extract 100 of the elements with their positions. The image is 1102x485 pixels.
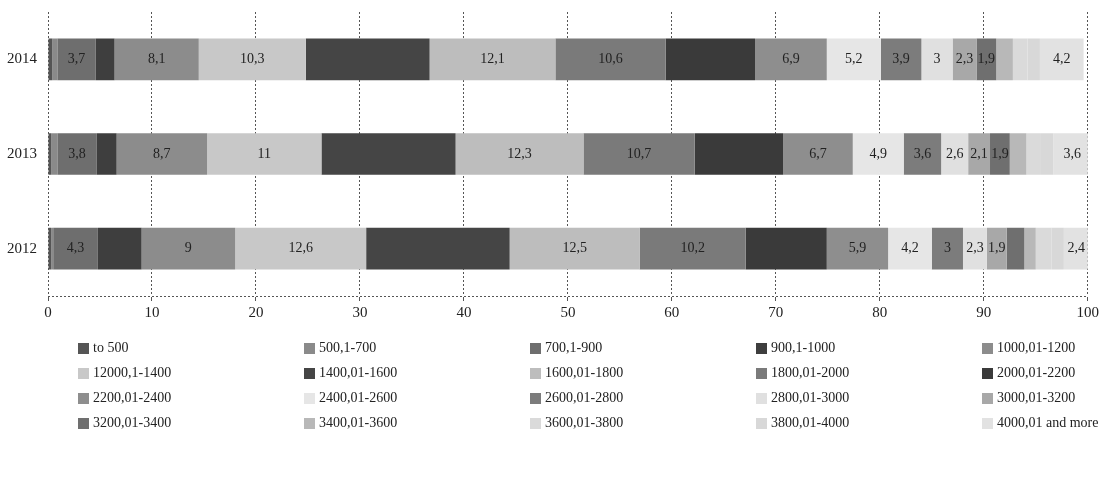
data-label: 3 <box>943 240 951 256</box>
data-label: 9 <box>184 240 192 256</box>
data-label: 12,3 <box>507 145 532 161</box>
data-label: 10,6 <box>598 51 623 67</box>
legend-label: 2400,01-2600 <box>319 390 398 406</box>
data-label: 2,3 <box>966 240 984 256</box>
data-label: 4,9 <box>869 145 887 161</box>
data-label: 1,9 <box>977 51 996 67</box>
data-label: 3,7 <box>67 51 86 67</box>
legend-label: 3400,01-3600 <box>319 415 398 431</box>
bar <box>996 38 1013 81</box>
data-label: 3 <box>933 51 941 67</box>
bar <box>962 227 987 270</box>
bar <box>880 38 922 81</box>
data-label: 10,2 <box>680 240 705 256</box>
legend-label: 700,1-900 <box>545 340 603 356</box>
bar <box>198 38 306 81</box>
bar <box>968 133 991 175</box>
bar <box>583 133 695 175</box>
legend-label: 2200,01-2400 <box>93 390 172 406</box>
bar <box>986 227 1007 270</box>
data-label: 3,6 <box>913 145 932 161</box>
bar <box>755 38 827 81</box>
data-label: 5,2 <box>845 51 863 67</box>
bar <box>114 38 199 81</box>
bar <box>52 38 58 81</box>
data-label: 3,9 <box>892 51 910 67</box>
bar <box>97 227 142 270</box>
bar <box>745 227 827 270</box>
x-tick-label: 30 <box>352 303 368 320</box>
bar <box>57 133 97 175</box>
bar <box>455 133 584 175</box>
legend-label: 1800,01-2000 <box>771 365 850 381</box>
data-label: 4,2 <box>901 240 919 256</box>
data-label: 10,7 <box>626 145 652 161</box>
bar <box>116 133 208 175</box>
data-label: 1,9 <box>991 145 1009 161</box>
data-label: 8,1 <box>147 51 166 67</box>
legend-label: 4000,01 and more <box>997 415 1099 431</box>
bar <box>366 227 510 270</box>
bar <box>53 227 98 270</box>
bar <box>95 38 115 81</box>
legend-label: 3800,01-4000 <box>771 415 850 431</box>
x-tick-label: 90 <box>976 303 992 320</box>
x-tick-label: 0 <box>44 303 52 320</box>
bar <box>1006 227 1025 270</box>
data-label: 2,6 <box>945 145 964 161</box>
data-label: 1,9 <box>988 240 1006 256</box>
bar <box>931 227 963 270</box>
data-label: 6,9 <box>782 51 800 67</box>
legend-label: 12000,1-1400 <box>93 365 172 381</box>
bar <box>555 38 666 81</box>
legend-label: 1400,01-1600 <box>319 365 398 381</box>
bar <box>429 38 556 81</box>
x-tick-label: 70 <box>768 303 784 320</box>
data-label: 11 <box>257 145 272 161</box>
legend-label: 3000,01-3200 <box>997 390 1076 406</box>
legend-label: 2600,01-2800 <box>545 390 624 406</box>
x-tick-label: 80 <box>872 303 888 320</box>
data-label: 12,1 <box>480 51 505 67</box>
bar <box>1009 133 1027 175</box>
y-tick-label: 2013 <box>7 144 37 161</box>
bar <box>941 133 969 175</box>
bar <box>694 133 784 175</box>
data-label: 4,2 <box>1053 51 1071 67</box>
bar <box>826 227 889 270</box>
legend-label: 2000,01-2200 <box>997 365 1076 381</box>
x-tick-label: 100 <box>1076 303 1099 320</box>
x-tick-label: 10 <box>144 303 160 320</box>
data-label: 10,3 <box>240 51 265 67</box>
legend-label: 3200,01-3400 <box>93 415 172 431</box>
bar <box>990 133 1010 175</box>
bar <box>141 227 236 270</box>
bar <box>665 38 756 81</box>
bar <box>639 227 746 270</box>
y-tick-label: 2014 <box>7 50 38 67</box>
legend-label: 1600,01-1800 <box>545 365 624 381</box>
data-label: 12,5 <box>562 240 587 256</box>
data-label: 4,3 <box>66 240 85 256</box>
data-label: 2,3 <box>955 51 974 67</box>
bar <box>305 38 430 81</box>
data-label: 12,6 <box>288 240 313 256</box>
data-label: 6,7 <box>809 145 827 161</box>
bar <box>888 227 932 270</box>
bar <box>57 38 96 81</box>
y-tick-label: 2012 <box>7 239 37 256</box>
bar <box>903 133 942 175</box>
legend-label: 1000,01-1200 <box>997 340 1076 356</box>
x-tick-label: 20 <box>248 303 264 320</box>
legend-label: 3600,01-3800 <box>545 415 624 431</box>
bar <box>96 133 117 175</box>
data-label: 2,4 <box>1067 240 1086 256</box>
bar <box>321 133 456 175</box>
legend-label: 900,1-1000 <box>771 340 836 356</box>
data-label: 8,7 <box>153 145 171 161</box>
data-label: 2,1 <box>970 145 988 161</box>
bar <box>509 227 640 270</box>
bar <box>207 133 322 175</box>
data-label: 3,6 <box>1063 145 1081 161</box>
legend-label: to 500 <box>93 340 129 356</box>
